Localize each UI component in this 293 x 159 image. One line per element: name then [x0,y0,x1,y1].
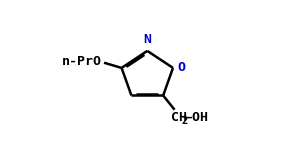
Text: —OH: —OH [184,111,208,124]
Text: 2: 2 [181,116,188,126]
Text: N: N [143,33,151,46]
Text: n-PrO: n-PrO [62,55,102,68]
Text: CH: CH [171,111,187,124]
Text: O: O [178,61,186,74]
